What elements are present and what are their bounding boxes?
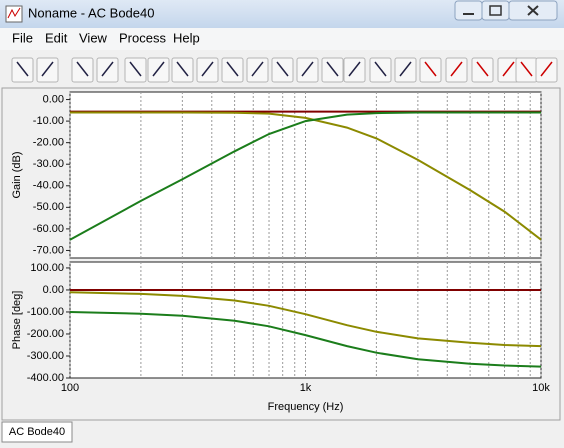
y-tick-label: 0.00	[43, 284, 64, 296]
button-icon	[41, 61, 54, 77]
button-icon	[540, 61, 553, 77]
button-icon	[502, 61, 515, 77]
series-line	[69, 311, 542, 368]
tab[interactable]	[1, 421, 73, 443]
toolbar-button[interactable]	[419, 57, 442, 83]
menu-item[interactable]: Edit	[45, 30, 68, 45]
toolbar-button[interactable]	[221, 57, 244, 83]
button-icon	[16, 61, 29, 77]
app-icon	[5, 5, 23, 23]
y-tick-label: -30.00	[33, 158, 64, 170]
button-icon	[276, 61, 289, 77]
button-icon	[326, 61, 339, 77]
y-tick-label: -200.00	[27, 328, 64, 340]
menu-bar	[0, 28, 564, 50]
toolbar-button[interactable]	[515, 57, 538, 83]
menu-item[interactable]: File	[12, 30, 33, 45]
tab-label: AC Bode40	[9, 426, 65, 438]
button-icon	[374, 61, 387, 77]
toolbar-button[interactable]	[147, 57, 170, 83]
button-icon	[399, 61, 412, 77]
toolbar-button[interactable]	[11, 57, 34, 83]
window-title: Noname - AC Bode40	[28, 5, 154, 20]
y-tick-label: -400.00	[27, 372, 64, 384]
x-axis-label: Frequency (Hz)	[268, 401, 344, 413]
toolbar-button[interactable]	[36, 57, 59, 83]
menu-item[interactable]: View	[79, 30, 108, 45]
minimize-button[interactable]	[454, 0, 483, 21]
maximize-button[interactable]	[481, 0, 510, 21]
x-tick-label: 100	[61, 382, 79, 394]
x-tick-label: 1k	[300, 382, 312, 394]
button-icon	[76, 61, 89, 77]
toolbar-button[interactable]	[321, 57, 344, 83]
button-icon	[251, 61, 264, 77]
toolbar-button[interactable]	[369, 57, 392, 83]
y-tick-label: 100.00	[30, 262, 64, 274]
button-icon	[348, 61, 361, 77]
button-icon	[226, 61, 239, 77]
button-icon	[176, 61, 189, 77]
toolbar-button[interactable]	[343, 57, 366, 83]
series-line	[69, 111, 541, 241]
series-line	[69, 291, 542, 348]
button-icon	[152, 61, 165, 77]
y-tick-label: -300.00	[27, 350, 64, 362]
toolbar-button[interactable]	[471, 57, 494, 83]
toolbar-button[interactable]	[296, 57, 319, 83]
button-icon	[476, 61, 489, 77]
button-icon	[301, 61, 314, 77]
y-tick-label: -100.00	[27, 306, 64, 318]
button-icon	[424, 61, 437, 77]
toolbar-button[interactable]	[171, 57, 194, 83]
toolbar-button[interactable]	[445, 57, 468, 83]
y-tick-label: -60.00	[33, 223, 64, 235]
button-icon	[201, 61, 214, 77]
toolbar-button[interactable]	[246, 57, 269, 83]
y-axis-label: Phase [deg]	[11, 291, 23, 350]
close-button[interactable]	[508, 0, 558, 21]
y-tick-label: -70.00	[33, 244, 64, 256]
toolbar-button[interactable]	[196, 57, 219, 83]
toolbar-button[interactable]	[535, 57, 558, 83]
x-tick-label: 10k	[532, 382, 550, 394]
toolbar-button[interactable]	[96, 57, 119, 83]
button-icon	[101, 61, 114, 77]
series-line	[70, 111, 542, 241]
button-icon	[450, 61, 463, 77]
toolbar-button[interactable]	[124, 57, 147, 83]
toolbar-button[interactable]	[271, 57, 294, 83]
plot-area	[69, 91, 542, 259]
y-tick-label: -40.00	[33, 180, 64, 192]
button-icon	[520, 61, 533, 77]
button-icon	[129, 61, 142, 77]
toolbar-button[interactable]	[71, 57, 94, 83]
y-tick-label: 0.00	[43, 93, 64, 105]
toolbar-button[interactable]	[497, 57, 520, 83]
y-axis-label: Gain (dB)	[11, 151, 23, 198]
y-tick-label: -20.00	[33, 137, 64, 149]
menu-item[interactable]: Process	[119, 30, 166, 45]
y-tick-label: -10.00	[33, 115, 64, 127]
toolbar-button[interactable]	[394, 57, 417, 83]
menu-item[interactable]: Help	[173, 30, 200, 45]
y-tick-label: -50.00	[33, 201, 64, 213]
